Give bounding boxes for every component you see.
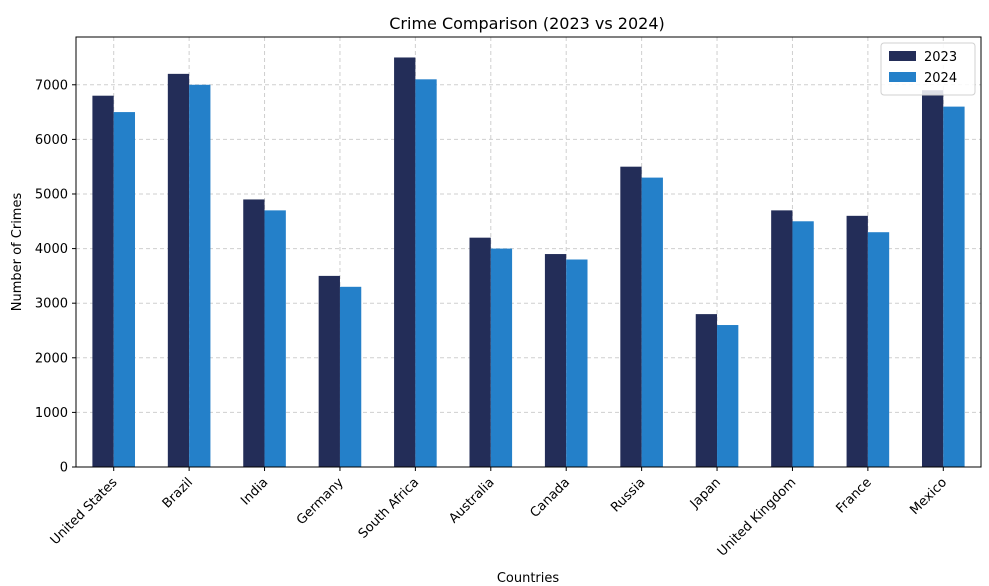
y-tick-label: 2000 [35, 351, 68, 366]
bar-2023-united-states [92, 95, 114, 467]
legend-swatch-2023 [889, 51, 916, 61]
x-tick-label: United States [48, 475, 121, 548]
bar-2023-mexico [921, 90, 944, 467]
x-tick-label: South Africa [356, 475, 422, 541]
x-tick-label: United Kingdom [715, 475, 799, 559]
legend: 2023 2024 [880, 42, 976, 96]
bar-2023-germany [318, 275, 340, 467]
bar-2024-mexico [943, 106, 965, 467]
bar-2023-france [846, 215, 868, 467]
bar-2024-germany [339, 286, 362, 467]
bar-2023-united-kingdom [771, 210, 793, 467]
y-tick-label: 4000 [35, 242, 68, 257]
y-tick-label: 3000 [35, 297, 68, 312]
bar-2024-japan [717, 325, 739, 467]
bar-2023-australia [469, 237, 491, 467]
x-axis-label: Countries [497, 571, 560, 582]
y-tick-label: 6000 [35, 133, 68, 148]
legend-swatch-2024 [889, 72, 916, 82]
bars [92, 57, 965, 468]
x-tick-label: Mexico [907, 475, 950, 518]
bar-2023-japan [695, 314, 718, 467]
bar-2024-south-africa [415, 79, 437, 468]
x-tick-label: France [834, 475, 875, 516]
legend-label-2023: 2023 [924, 50, 957, 65]
bar-2023-india [243, 199, 265, 467]
bar-2023-canada [544, 254, 567, 467]
bar-2024-australia [490, 248, 513, 467]
bar-2024-russia [641, 177, 663, 467]
y-tick-label: 5000 [35, 187, 68, 202]
x-tick-label: Japan [687, 475, 724, 512]
y-axis-label: Number of Crimes [10, 193, 25, 312]
x-tick-label: Canada [527, 475, 573, 521]
x-tick-label: Australia [446, 475, 497, 526]
y-tick-label: 0 [60, 461, 68, 476]
bar-2024-united-states [113, 112, 136, 467]
bar-2023-brazil [167, 73, 190, 467]
x-tick-label: Germany [294, 475, 347, 528]
grid-lines [76, 37, 981, 468]
bar-2023-russia [620, 166, 642, 467]
chart-title: Crime Comparison (2023 vs 2024) [389, 14, 665, 33]
bar-2024-india [264, 210, 286, 467]
bar-2024-france [867, 232, 890, 467]
axes [72, 36, 982, 471]
bar-2024-brazil [189, 84, 211, 468]
bar-2024-united-kingdom [792, 221, 814, 467]
x-tick-label: Russia [608, 475, 648, 515]
plot-frame [75, 36, 982, 468]
legend-label-2024: 2024 [924, 71, 957, 86]
bar-2023-south-africa [394, 57, 416, 467]
x-tick-label: India [238, 475, 271, 508]
y-tick-label: 1000 [35, 406, 68, 421]
x-tick-label: Brazil [160, 475, 196, 511]
y-tick-label: 7000 [35, 78, 68, 93]
bar-2024-canada [566, 259, 588, 467]
